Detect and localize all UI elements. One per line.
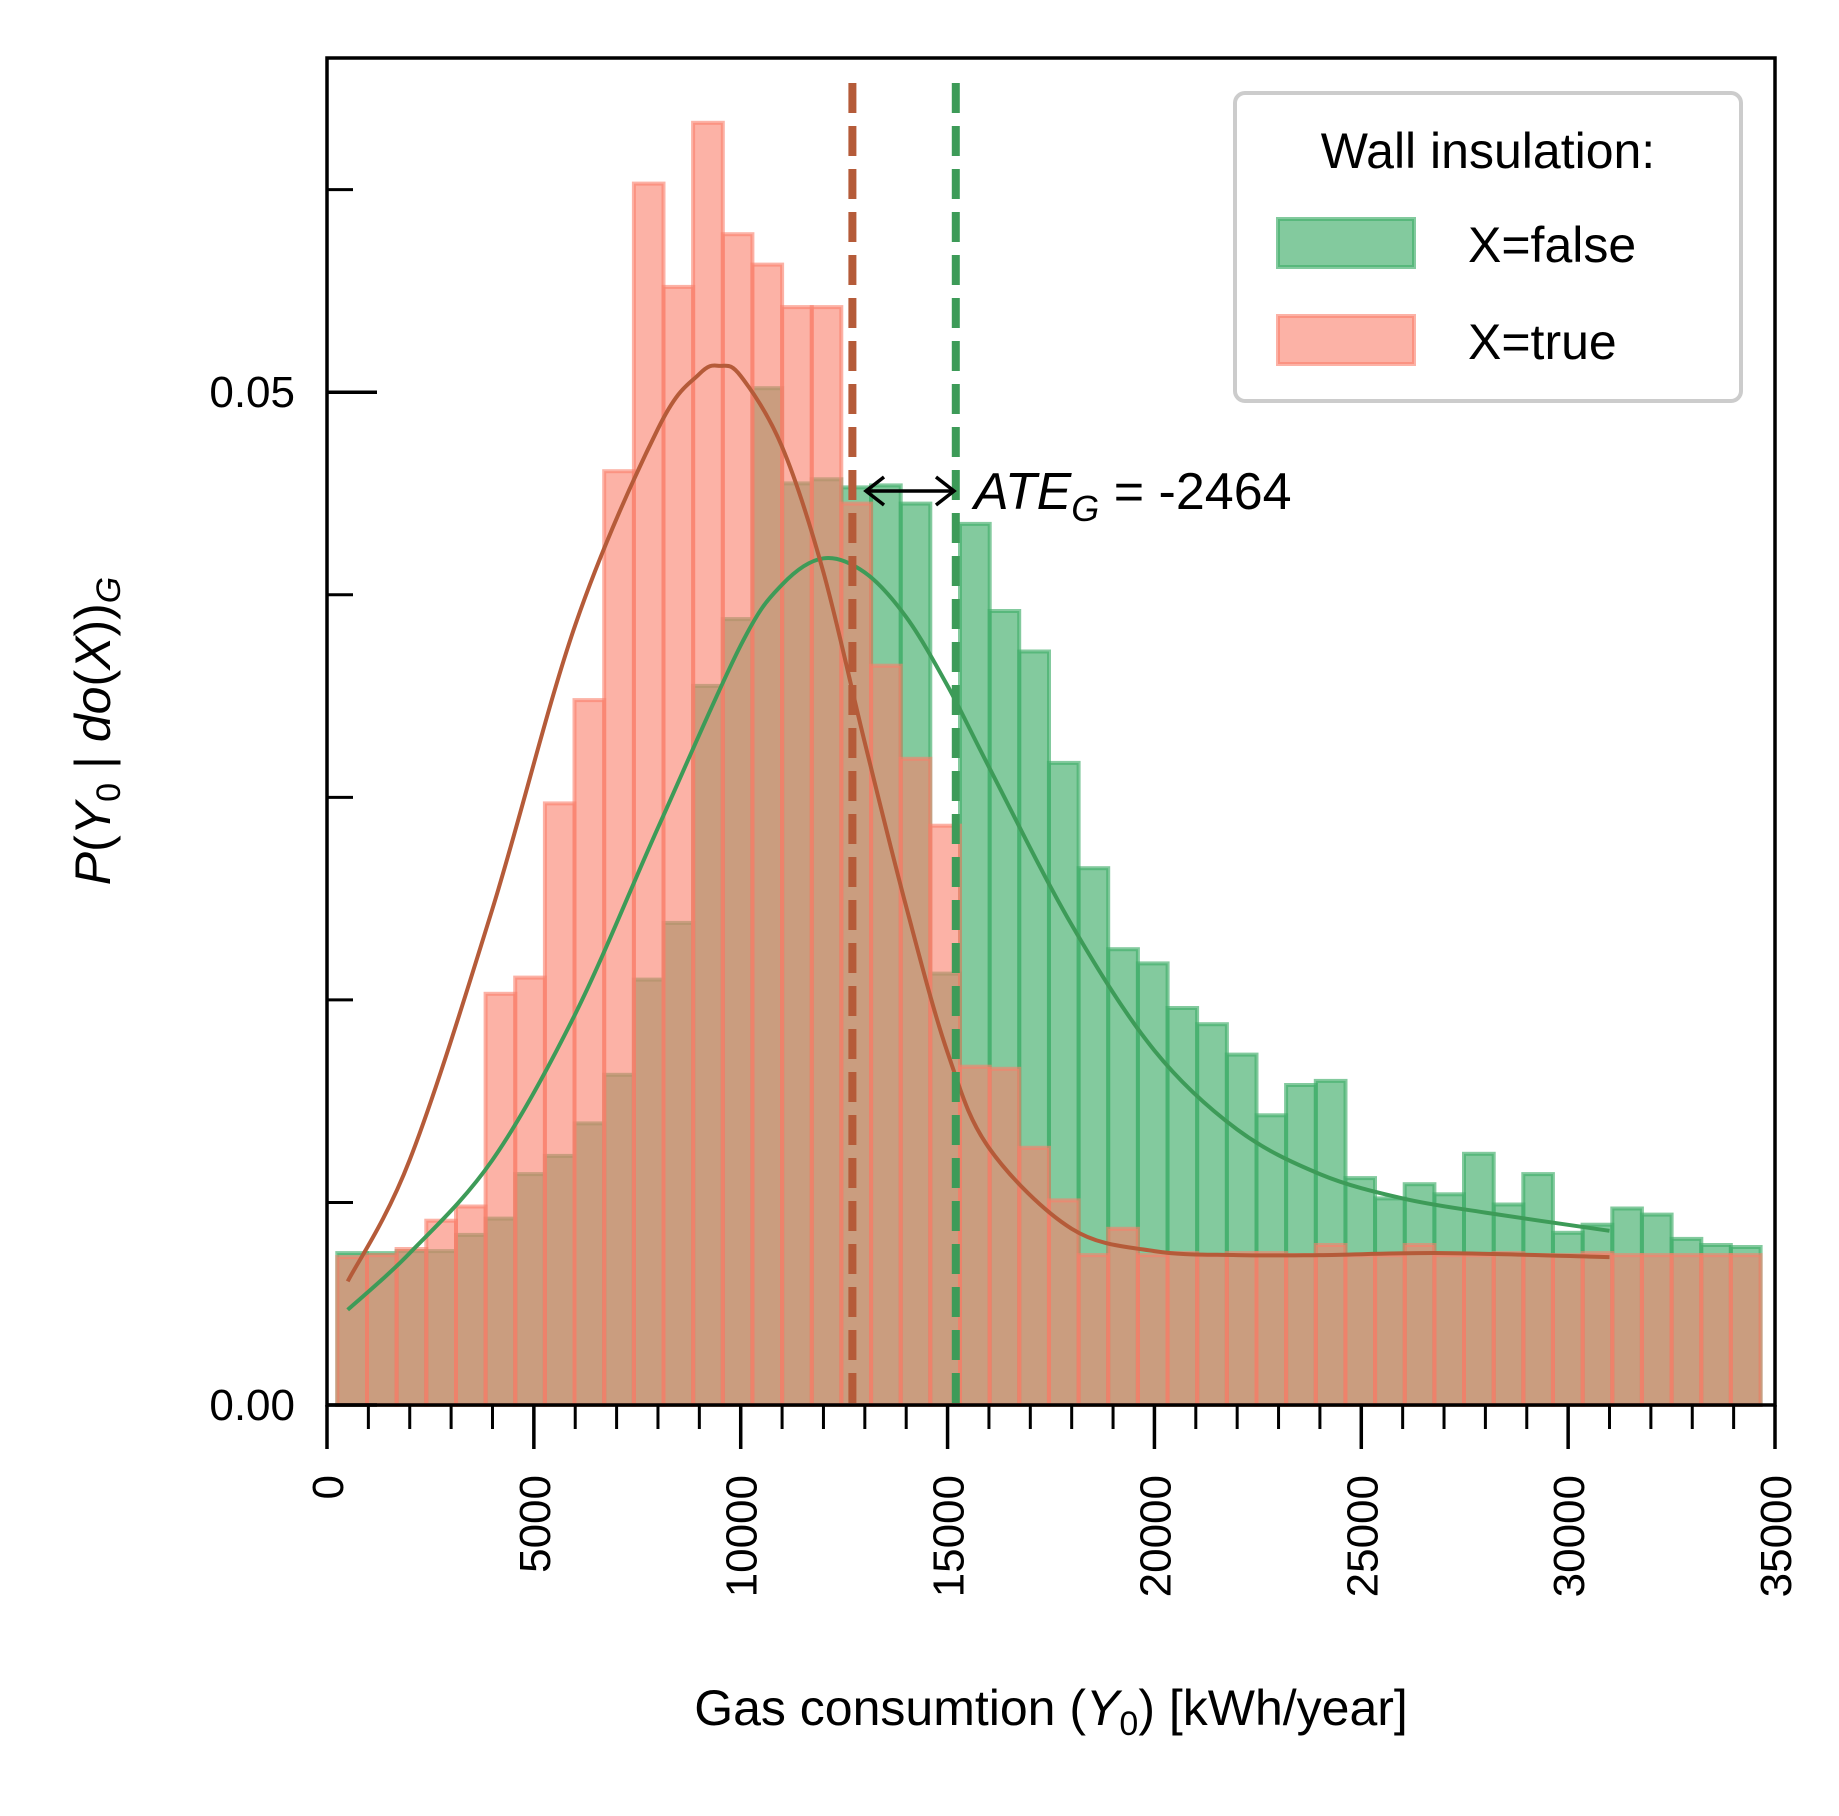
bar-x-true [1462,1253,1496,1407]
bar-x-true [483,991,518,1407]
x-tick-label: 35000 [1752,1475,1801,1597]
bar-x-true [572,698,607,1407]
bar-x-true [720,232,755,1408]
ate-arrow-head-right [934,475,957,507]
x-tick-label: 20000 [1131,1475,1180,1597]
ate-arrow-head-left [863,475,886,507]
density-curves [345,363,1610,1312]
bar-x-true [1284,1253,1318,1407]
bar-x-true [1195,1253,1229,1407]
x-tick-label: 0 [304,1475,353,1499]
bar-x-true [987,1066,1022,1408]
bar-x-true [1639,1253,1674,1407]
bar-x-true [898,756,933,1407]
bar-x-true [454,1204,488,1407]
bar-x-true [1313,1243,1348,1407]
y-tick-label: 0.05 [209,368,295,417]
bar-x-true [1669,1253,1704,1407]
bar-x-true [1551,1253,1585,1407]
bar-x-true [691,120,725,1407]
y-tick-label: 0.00 [209,1381,295,1430]
bar-x-true [1224,1251,1259,1407]
bar-x-true [1610,1253,1644,1407]
x-tick-label: 5000 [511,1475,560,1573]
bar-x-true [780,305,814,1408]
bar-x-true [1699,1253,1733,1407]
bar-x-true [1343,1253,1378,1407]
bar-x-true [958,1064,992,1407]
bar-x-true [1491,1251,1526,1407]
bar-x-true [809,305,844,1408]
x-tick-label: 10000 [718,1475,767,1597]
x-tick-label: 25000 [1338,1475,1387,1597]
bar-x-true [1165,1251,1200,1407]
bar-x-true [1106,1226,1140,1408]
ate-label: ATEG = -2464 [971,463,1292,529]
y-axis-ticks: 0.00 0.05 [209,188,377,1430]
mean-lines [848,83,960,1405]
density-curve-x-false [346,555,1610,1312]
x-tick-label: 30000 [1545,1475,1594,1597]
ate-annotation: ATEG = -2464 [863,463,1292,529]
legend: Wall insulation: X=false X=true [1233,91,1743,403]
bar-x-true [513,975,547,1407]
bar-x-true [424,1218,458,1407]
x-axis-label: Gas consumtion (Y0) [kWh/year] [694,1680,1408,1743]
bar-x-true [1728,1253,1763,1407]
legend-swatch-x-false [1276,217,1416,269]
bar-x-true [1432,1253,1467,1407]
bar-x-true [542,801,577,1407]
bar-x-true [335,1255,369,1407]
bar-x-true [1521,1253,1555,1407]
bar-x-true [661,284,696,1407]
legend-title: Wall insulation: [1321,123,1655,179]
bar-x-true [869,663,903,1407]
plot-frame [325,56,1777,1407]
bar-x-true [631,181,666,1408]
bar-x-true [1135,1253,1170,1407]
legend-label-x-false: X=false [1468,217,1636,273]
bar-x-true [394,1247,429,1407]
x-tick-label: 15000 [925,1475,974,1597]
bar-x-true [1580,1251,1615,1407]
x-axis-ticks: 0 5000 10000 15000 20000 25000 30000 35000 [304,1405,1801,1597]
y-axis-label: P(Y0 | do(X))G [65,577,128,885]
bar-x-true [1402,1243,1437,1407]
bar-x-true [1373,1253,1407,1407]
density-curve-x-true [345,363,1610,1283]
bar-x-true [1254,1251,1289,1407]
legend-swatch-x-true [1276,314,1416,366]
legend-label-x-true: X=true [1468,314,1617,370]
bar-x-true [1076,1253,1111,1407]
